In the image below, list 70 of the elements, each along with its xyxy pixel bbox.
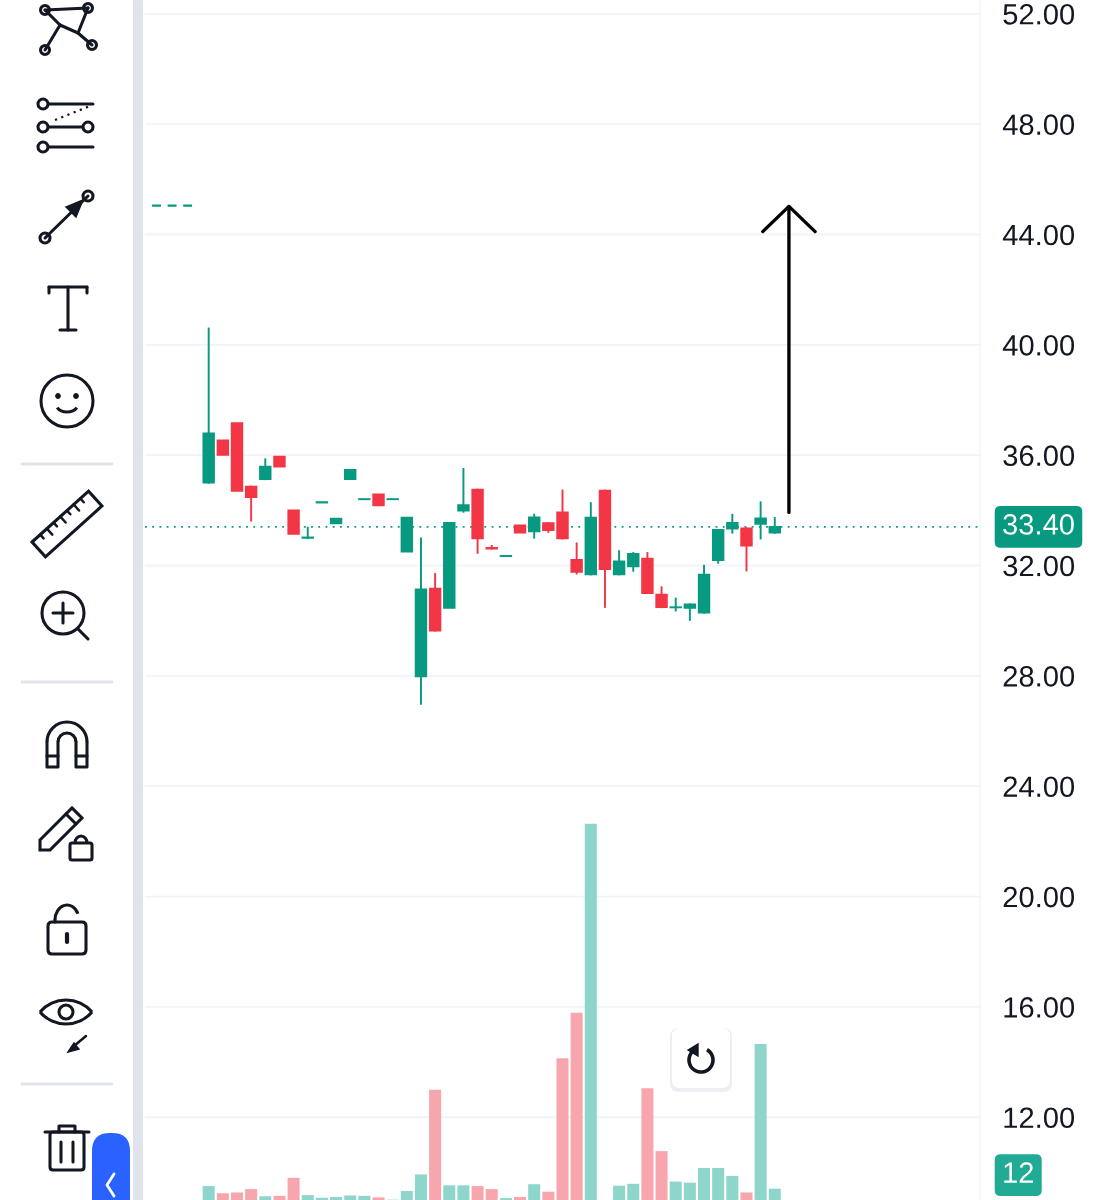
bar xyxy=(273,1195,286,1200)
bar xyxy=(542,1191,555,1200)
bar xyxy=(584,823,597,1200)
bar xyxy=(287,1177,300,1200)
bar xyxy=(740,1192,753,1200)
text: 12 xyxy=(1004,1162,1033,1183)
y-tick-label: 20.00 xyxy=(1003,886,1075,908)
candlestick xyxy=(329,517,343,525)
candlestick xyxy=(358,498,371,501)
bar xyxy=(330,1196,343,1200)
bar xyxy=(202,1186,215,1200)
y-tick-label: 44.00 xyxy=(1002,224,1075,246)
bar xyxy=(301,1195,314,1200)
bar xyxy=(698,1168,711,1200)
y-tick-label: 12.00 xyxy=(1004,1107,1075,1129)
bar xyxy=(514,1196,527,1200)
candlestick xyxy=(244,485,258,522)
bar xyxy=(641,1088,654,1200)
y-tick-label: 40.00 xyxy=(1002,335,1075,356)
bar xyxy=(344,1195,357,1200)
candlestick xyxy=(216,439,230,456)
bar xyxy=(358,1195,371,1200)
bar xyxy=(528,1184,541,1200)
bar xyxy=(683,1182,696,1200)
bar xyxy=(259,1196,272,1200)
bar xyxy=(372,1197,385,1200)
candlestick xyxy=(287,509,300,535)
y-tick-label: 28.00 xyxy=(1003,666,1075,687)
bar xyxy=(471,1186,484,1200)
bar xyxy=(457,1185,470,1200)
y-tick-label: 32.00 xyxy=(1003,555,1075,577)
bar xyxy=(216,1193,229,1200)
bar xyxy=(655,1151,668,1200)
y-tick-label: 52.00 xyxy=(1003,3,1075,25)
y-tick-label: 24.00 xyxy=(1003,776,1075,798)
candlestick xyxy=(655,586,668,609)
bar xyxy=(613,1185,626,1200)
y-tick-label: 16.00 xyxy=(1004,997,1075,1018)
candlestick xyxy=(343,468,357,481)
candlestick xyxy=(259,458,272,481)
bar xyxy=(443,1185,456,1200)
candlestick xyxy=(513,524,527,534)
bar xyxy=(485,1189,498,1200)
bar xyxy=(414,1174,427,1200)
candlestick xyxy=(315,501,329,504)
y-tick-label: 48.00 xyxy=(1002,114,1075,135)
candlestick xyxy=(230,422,244,492)
ref-line-label: 33.40 xyxy=(1003,514,1074,535)
bar xyxy=(556,1058,569,1200)
y-tick-label: 36.00 xyxy=(1003,445,1075,467)
candlestick xyxy=(527,513,541,539)
candlestick xyxy=(740,527,753,572)
candlestick xyxy=(570,542,583,575)
candlestick xyxy=(457,468,470,513)
bar xyxy=(768,1188,781,1200)
candlestick xyxy=(372,493,385,507)
bar xyxy=(712,1168,725,1200)
bar xyxy=(570,1012,583,1200)
bar xyxy=(726,1175,739,1200)
candlestick xyxy=(386,498,399,501)
bar xyxy=(669,1181,682,1200)
candlestick xyxy=(273,455,286,468)
bar xyxy=(429,1089,442,1200)
bar xyxy=(230,1192,244,1200)
bar xyxy=(245,1189,258,1200)
bar xyxy=(754,1043,767,1200)
candlestick xyxy=(612,550,626,576)
bar xyxy=(627,1183,640,1200)
bar xyxy=(400,1190,413,1200)
candlestick xyxy=(669,597,682,612)
